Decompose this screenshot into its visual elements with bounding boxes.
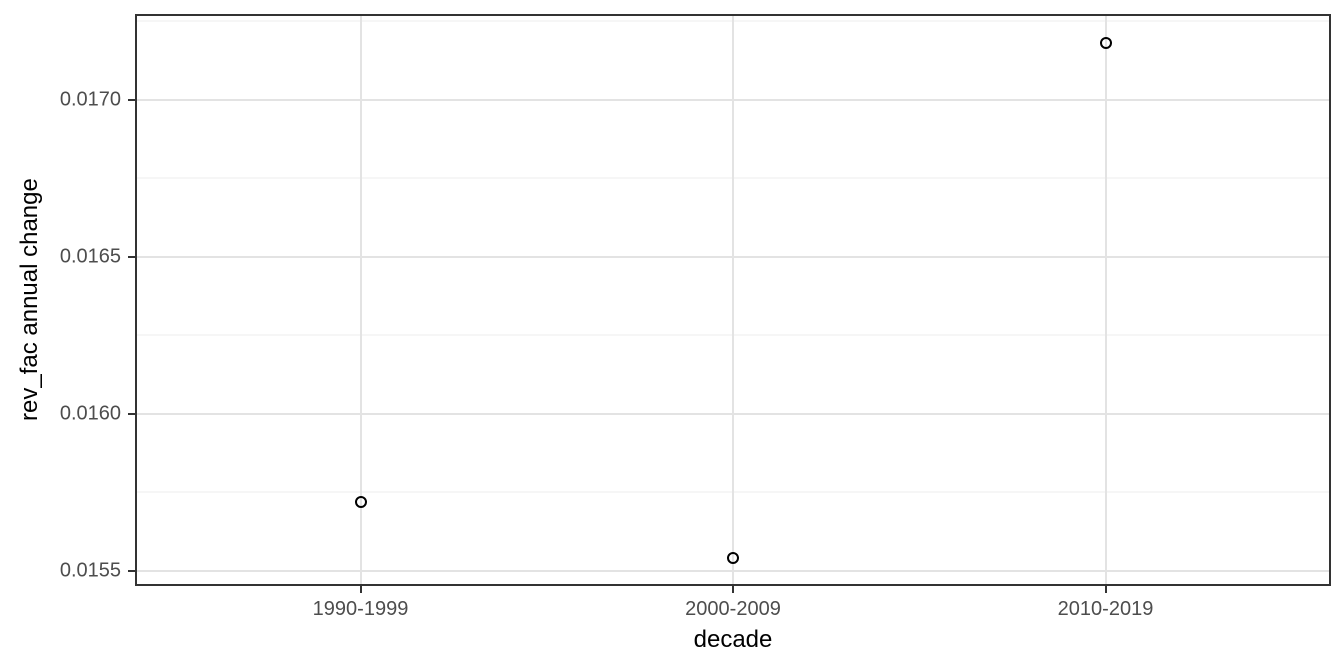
y-tick-label: 0.0165 [59,245,121,268]
x-tick-label: 1990-1999 [312,598,409,620]
x-axis-title: decade [693,626,773,653]
plot-panel [135,14,1331,586]
y-tick-label: 0.0160 [59,402,121,425]
x-tick-mark [732,586,734,593]
x-tick-label: 2010-2019 [1057,598,1154,620]
y-tick-mark [128,412,135,415]
data-point [354,495,367,508]
data-point [1099,37,1112,50]
x-tick-label: 2000-2009 [685,598,781,620]
x-major-gridline [1104,16,1107,584]
y-tick-mark [128,569,135,572]
x-major-gridline [732,16,734,584]
data-point [727,552,739,565]
y-axis: 0.0155 0.0160 0.0165 0.0170 [0,16,135,584]
y-tick-mark [128,98,135,101]
y-tick-label: 0.0155 [59,559,121,582]
y-tick-mark [128,255,135,258]
x-axis: 1990-1999 2000-2009 2010-2019 [137,586,1329,630]
y-tick-label: 0.0170 [59,88,121,111]
x-tick-mark [359,586,362,593]
x-tick-mark [1104,586,1107,593]
x-major-gridline [359,16,362,584]
